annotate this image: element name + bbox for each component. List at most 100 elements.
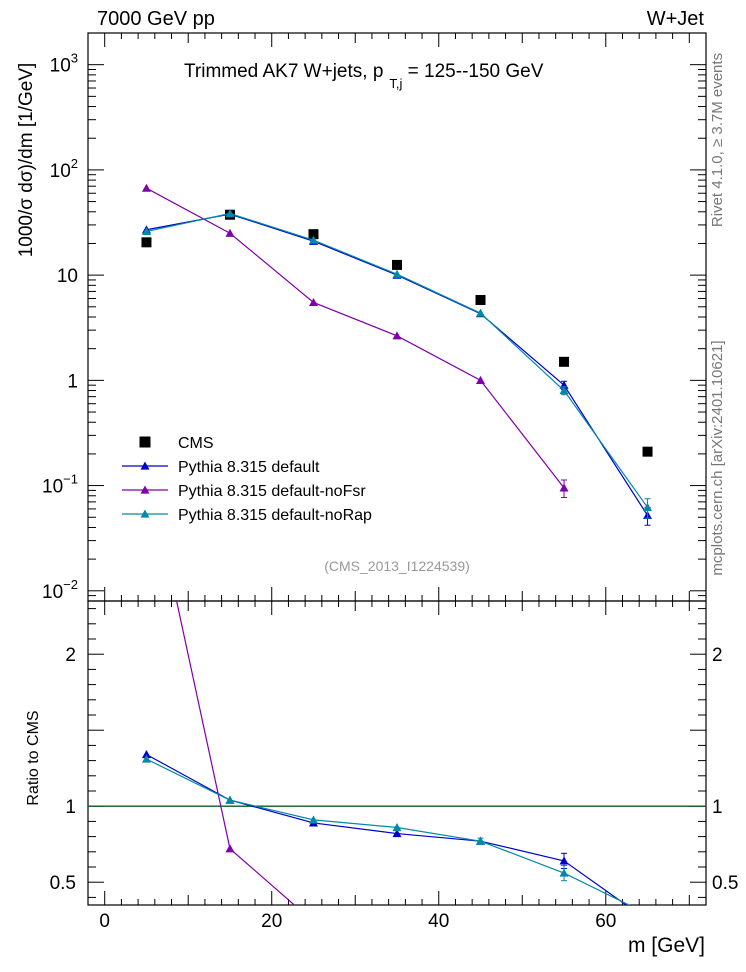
title-prefix: Trimmed AK7 W+jets, p bbox=[184, 61, 383, 82]
tick-exponent: 3 bbox=[71, 51, 78, 66]
header-right: W+Jet bbox=[647, 8, 705, 30]
main-point-noFsr bbox=[476, 375, 486, 384]
main-y-tick-label: 102 bbox=[50, 156, 78, 182]
legend-item-noRap: Pythia 8.315 default-noRap bbox=[122, 507, 372, 524]
main-line-noFsr bbox=[146, 187, 565, 489]
main-point-noRap bbox=[308, 235, 318, 244]
rivet-label: Rivet 4.1.0, ≥ 3.7M events bbox=[709, 53, 726, 227]
legend-label: Pythia 8.315 default-noRap bbox=[178, 507, 372, 524]
ratio-point-noFsr bbox=[225, 844, 235, 853]
header-left: 7000 GeV pp bbox=[97, 8, 215, 30]
main-plot-title: Trimmed AK7 W+jets, p T,j = 125--150 GeV bbox=[184, 61, 544, 91]
x-tick-label: 0 bbox=[99, 911, 110, 932]
legend-item-cms: CMS bbox=[139, 435, 214, 452]
ratio-y-tick-label-right: 0.5 bbox=[712, 873, 738, 894]
legend-marker-triangle bbox=[140, 485, 150, 494]
ratio-point-default bbox=[392, 829, 402, 838]
main-series-group bbox=[141, 183, 653, 526]
ratio-point-noRap bbox=[392, 822, 402, 832]
tick-base: 10 bbox=[42, 477, 63, 498]
legend-label: CMS bbox=[178, 435, 214, 452]
ratio-y-tick-label-left: 1 bbox=[65, 797, 76, 818]
main-y-tick-label: 10 bbox=[57, 266, 78, 287]
main-point-cms bbox=[559, 356, 570, 367]
ratio-point-noFsr bbox=[309, 917, 318, 925]
ratio-series-noRap bbox=[141, 754, 652, 918]
tick-exponent: −2 bbox=[63, 577, 78, 592]
main-y-axis-label: 1000/σ dσ)/dm [1/GeV] bbox=[16, 63, 37, 258]
legend: CMS Pythia 8.315 default Pythia 8.315 defa… bbox=[122, 435, 372, 524]
ratio-y-axis-label: Ratio to CMS bbox=[25, 710, 42, 805]
main-point-noRap bbox=[559, 386, 569, 395]
ratio-point-noRap bbox=[559, 868, 569, 877]
tick-base: 10 bbox=[57, 266, 78, 287]
ratio-point-noRap bbox=[225, 795, 235, 804]
legend-marker-triangle bbox=[140, 461, 150, 470]
ratio-series-noFsr bbox=[142, 457, 485, 936]
main-point-noRap bbox=[643, 502, 653, 512]
main-point-noFsr bbox=[308, 297, 318, 307]
ratio-point-default bbox=[559, 856, 569, 865]
main-point-noRap bbox=[225, 209, 235, 218]
ratio-y-tick-label-left: 0.5 bbox=[50, 873, 76, 894]
ratio-point-noRap bbox=[308, 815, 318, 824]
ratio-point-noFsr bbox=[393, 922, 402, 930]
x-tick-label: 40 bbox=[428, 911, 449, 932]
main-point-noFsr bbox=[559, 483, 569, 492]
main-point-cms bbox=[141, 237, 152, 248]
main-point-noRap bbox=[141, 226, 151, 236]
main-point-noFsr bbox=[225, 228, 235, 237]
main-point-noFsr bbox=[392, 331, 402, 340]
legend-item-noFsr: Pythia 8.315 default-noFsr bbox=[122, 483, 366, 500]
ratio-axes-box bbox=[87, 600, 707, 906]
x-axis-label: m [GeV] bbox=[628, 934, 705, 957]
ratio-point-noFsr bbox=[476, 928, 485, 936]
analysis-watermark: (CMS_2013_I1224539) bbox=[324, 558, 470, 574]
main-y-tick-label: 1 bbox=[67, 371, 78, 392]
main-point-noRap bbox=[392, 269, 402, 278]
ratio-point-default bbox=[141, 750, 151, 759]
ratio-line-default bbox=[146, 753, 628, 905]
main-point-cms bbox=[308, 229, 319, 240]
mcplots-label: mcplots.cern.ch [arXiv:2401.10621] bbox=[709, 340, 726, 575]
main-point-cms bbox=[475, 295, 486, 306]
main-series-default bbox=[141, 209, 653, 526]
x-tick-label: 60 bbox=[595, 911, 616, 932]
ratio-point-noFsr bbox=[142, 457, 151, 465]
ratio-y-tick-label-left: 2 bbox=[65, 645, 76, 666]
ratio-point-noRap bbox=[476, 836, 486, 845]
main-y-tick-label: 10−1 bbox=[42, 472, 78, 498]
ratio-y-tick-label-right: 1 bbox=[712, 797, 723, 818]
main-y-tick-label: 103 bbox=[50, 51, 78, 77]
ratio-plot-frame: 2 2 1 1 0.5 0.5 0 20 40 60 bbox=[50, 600, 738, 932]
legend-label: Pythia 8.315 default-noFsr bbox=[178, 483, 366, 500]
main-series-noRap bbox=[141, 209, 653, 519]
main-point-noRap bbox=[476, 308, 486, 317]
legend-marker-square bbox=[139, 436, 151, 448]
tick-exponent: −1 bbox=[63, 472, 78, 487]
main-point-noFsr bbox=[141, 183, 151, 192]
tick-base: 10 bbox=[42, 582, 63, 603]
legend-label: Pythia 8.315 default bbox=[178, 459, 320, 476]
main-series-noFsr bbox=[141, 183, 569, 499]
ratio-point-default bbox=[643, 916, 652, 924]
tick-base: 1 bbox=[67, 371, 78, 392]
ratio-line-noFsr bbox=[175, 601, 296, 905]
ratio-series-group bbox=[141, 457, 652, 936]
main-point-cms bbox=[392, 259, 402, 270]
ratio-point-noRap bbox=[643, 910, 652, 918]
ratio-point-noRap bbox=[141, 754, 151, 763]
x-tick-label: 20 bbox=[261, 911, 282, 932]
ratio-y-tick-label-right: 2 bbox=[712, 645, 723, 666]
title-suffix: = 125--150 GeV bbox=[402, 61, 543, 82]
tick-exponent: 2 bbox=[71, 156, 78, 171]
tick-base: 10 bbox=[50, 161, 71, 182]
ratio-series-default bbox=[141, 750, 652, 924]
legend-item-default: Pythia 8.315 default bbox=[122, 459, 320, 476]
tick-base: 10 bbox=[50, 56, 71, 77]
main-y-tick-label: 10−2 bbox=[42, 577, 78, 603]
main-point-cms bbox=[642, 446, 653, 457]
title-subscript: T,j bbox=[389, 76, 402, 91]
legend-marker-triangle bbox=[140, 509, 150, 518]
